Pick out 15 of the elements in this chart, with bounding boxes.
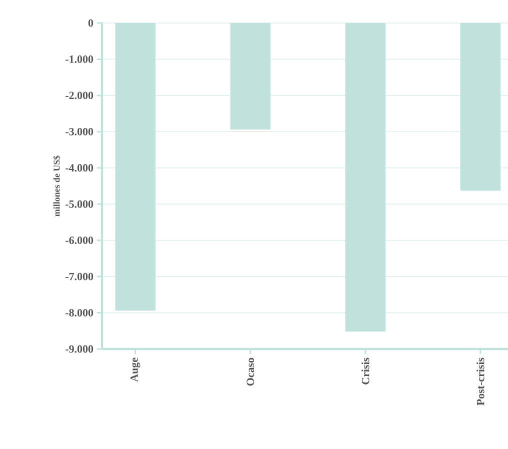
- y-tick-label: -7.000: [66, 272, 94, 280]
- x-tick-label: Auge: [130, 358, 140, 382]
- y-tick-label: -2.000: [66, 92, 94, 100]
- y-tick-label: -1.000: [66, 56, 94, 63]
- y-tick-label: 0: [88, 19, 94, 27]
- y-axis-title: millones de US$: [53, 156, 60, 216]
- y-tick-label: -3.000: [66, 128, 94, 136]
- y-tick-label: -9.000: [66, 345, 94, 353]
- y-tick-label: -8.000: [66, 309, 94, 316]
- y-tick-label: -6.000: [66, 236, 94, 244]
- x-tick-label: Post-crisis: [476, 358, 484, 406]
- x-tick-label: Crisis: [362, 358, 370, 384]
- y-tick-label: -5.000: [66, 200, 94, 208]
- x-tick-label: Ocaso: [246, 358, 254, 386]
- y-tick-label: -4.000: [66, 164, 94, 172]
